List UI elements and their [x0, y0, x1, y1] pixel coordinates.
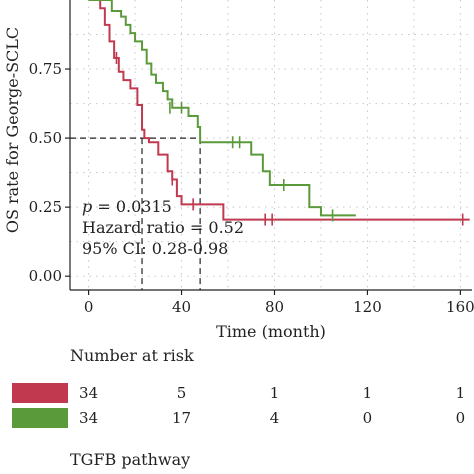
- risk-count: 0: [455, 409, 466, 427]
- ci-annotation: 95% CI: 0.28-0.98: [82, 239, 228, 258]
- x-axis-label: Time (month): [216, 322, 326, 341]
- y-tick-label: 0.75: [29, 60, 62, 78]
- risk-count: 1: [362, 384, 373, 402]
- risk-count: 1: [269, 384, 280, 402]
- survival-curve-2: [88, 0, 356, 217]
- grid: [70, 0, 472, 290]
- risk-count: 4: [269, 409, 280, 427]
- risk-count: 0: [362, 409, 373, 427]
- risk-count: 34: [79, 409, 99, 427]
- x-tick-label: 40: [172, 298, 191, 316]
- risk-table-title: Number at risk: [70, 346, 194, 365]
- y-axis-label: OS rate for George-SCLC: [3, 27, 22, 233]
- p-value-annotation: p = 0.0315: [82, 197, 172, 216]
- risk-count: 1: [455, 384, 466, 402]
- y-tick-label: 0.00: [29, 267, 62, 285]
- risk-count: 5: [176, 384, 187, 402]
- median-reference-lines: [70, 137, 201, 290]
- survival-curve-1: [88, 0, 470, 221]
- x-tick-label: 0: [84, 298, 94, 316]
- x-tick-label: 120: [353, 298, 382, 316]
- survival-curves: [88, 0, 470, 226]
- risk-row-swatch: [12, 408, 68, 428]
- axes: [65, 0, 472, 295]
- risk-row-swatch: [12, 383, 68, 403]
- risk-count: 34: [79, 384, 99, 402]
- x-tick-label: 80: [265, 298, 284, 316]
- y-tick-label: 0.50: [29, 129, 62, 147]
- hazard-ratio-annotation: Hazard ratio = 0.52: [82, 218, 244, 237]
- pathway-label: TGFB pathway: [70, 450, 191, 469]
- x-tick-label: 160: [446, 298, 474, 316]
- tick-labels: 0 40 80 120 160 0.00 0.25 0.50 0.75: [29, 60, 474, 316]
- y-tick-label: 0.25: [29, 198, 62, 216]
- risk-count: 17: [171, 409, 192, 427]
